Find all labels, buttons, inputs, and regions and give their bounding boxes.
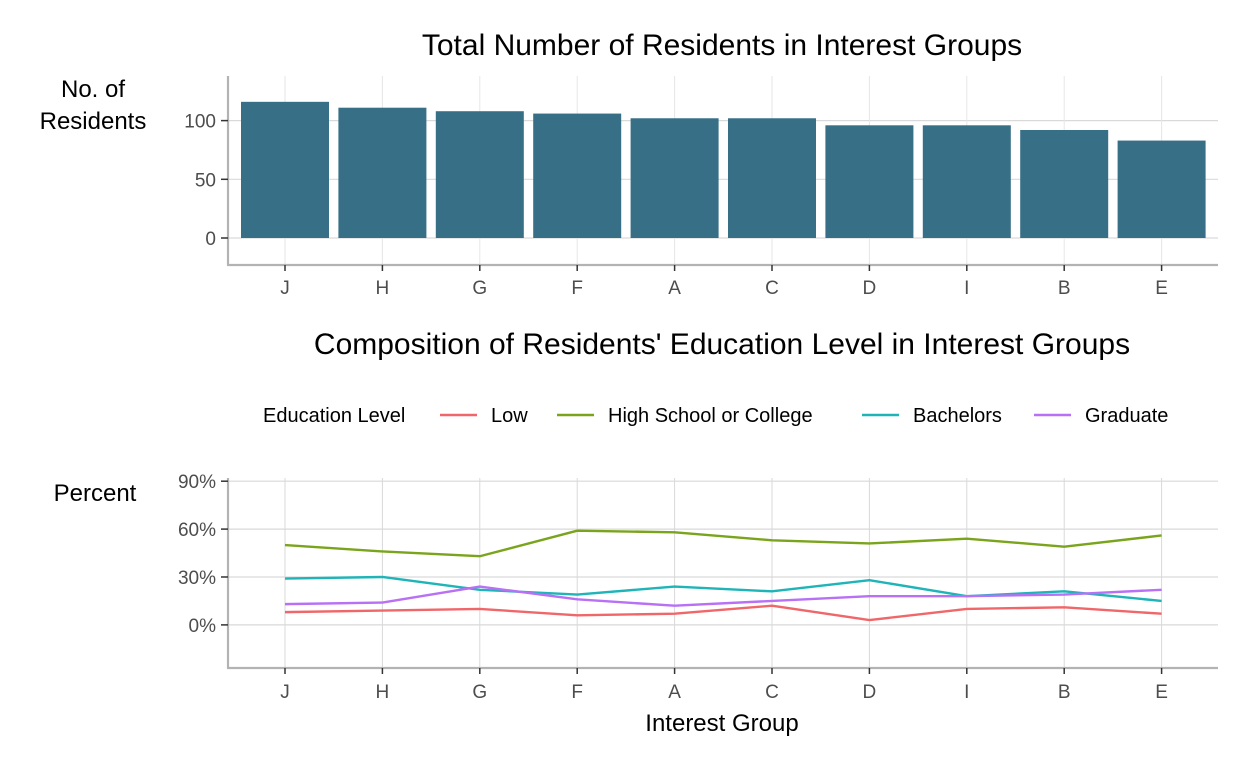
bar-chart-xtick-label: F — [571, 278, 583, 299]
bar-chart: Total Number of Residents in Interest Gr… — [40, 29, 1218, 299]
line-chart-axes — [226, 478, 1218, 670]
bar-chart-y-ticks: 0 50 100 — [184, 112, 228, 250]
line-chart-title: Composition of Residents' Education Leve… — [314, 328, 1130, 361]
series-line-low — [284, 604, 1162, 622]
legend-items: Low High School or College Bachelors Gradua… — [440, 405, 1168, 427]
line-chart-xtick-label: G — [472, 682, 487, 703]
line-chart-ytick-label: 30% — [178, 568, 216, 589]
legend-label: Bachelors — [913, 405, 1002, 427]
bar-C — [728, 118, 816, 238]
bar-A — [630, 118, 719, 238]
line-chart-series — [284, 529, 1162, 622]
bar-chart-ylabel-line-2: Residents — [40, 108, 147, 135]
line-chart: Composition of Residents' Education Leve… — [54, 328, 1218, 737]
bar-chart-xtick-label: H — [376, 278, 390, 299]
bar-chart-xtick-label: J — [280, 278, 290, 299]
bar-chart-ylabel-line-1: No. of — [61, 76, 125, 103]
line-chart-gridlines — [228, 478, 1218, 668]
bar-chart-axes — [226, 76, 1218, 267]
bar-I — [922, 125, 1011, 238]
bar-G — [435, 111, 524, 238]
bar-chart-ytick-label: 0 — [205, 229, 216, 250]
line-chart-xtick-label: F — [571, 682, 583, 703]
bar-chart-xtick-label: G — [472, 278, 487, 299]
line-chart-xtick-label: C — [765, 682, 779, 703]
line-chart-ylabel: Percent — [54, 480, 137, 507]
series-line-high-school-or-college — [284, 529, 1162, 558]
line-chart-xtick-label: J — [280, 682, 290, 703]
line-chart-y-ticks: 0% 30% 60% 90% — [178, 472, 228, 637]
series-line-graduate — [284, 585, 1162, 607]
line-chart-xtick-label: D — [863, 682, 877, 703]
line-chart-xtick-label: B — [1058, 682, 1071, 703]
bar-chart-ytick-label: 100 — [184, 112, 216, 133]
bar-chart-title: Total Number of Residents in Interest Gr… — [422, 29, 1022, 62]
bar-chart-xtick-label: I — [964, 278, 969, 299]
bar-D — [825, 125, 914, 238]
legend-label: High School or College — [608, 405, 813, 427]
bar-chart-ytick-label: 50 — [195, 170, 216, 191]
bar-chart-xtick-label: E — [1155, 278, 1168, 299]
line-chart-xtick-label: A — [668, 682, 681, 703]
legend: Education Level Low High School or Colleg… — [263, 405, 1168, 427]
legend-label: Graduate — [1085, 405, 1168, 427]
series-line-bachelors — [284, 575, 1162, 603]
bar-chart-xtick-label: D — [863, 278, 877, 299]
bar-chart-xtick-label: B — [1058, 278, 1071, 299]
line-chart-ytick-label: 60% — [178, 520, 216, 541]
bar-J — [241, 101, 329, 239]
line-chart-xlabel: Interest Group — [645, 710, 798, 737]
bar-E — [1117, 140, 1206, 238]
bar-chart-xtick-label: A — [668, 278, 681, 299]
bar-chart-xtick-label: C — [765, 278, 779, 299]
line-chart-ytick-label: 0% — [189, 616, 217, 637]
bar-F — [533, 113, 622, 238]
legend-title: Education Level — [263, 405, 405, 427]
legend-label: Low — [491, 405, 528, 427]
line-chart-ytick-label: 90% — [178, 472, 216, 493]
bar-H — [338, 107, 427, 239]
bar-chart-bars — [241, 101, 1206, 239]
line-chart-xtick-label: H — [376, 682, 390, 703]
line-chart-xtick-label: E — [1155, 682, 1168, 703]
bar-B — [1020, 130, 1109, 238]
line-chart-xtick-label: I — [964, 682, 969, 703]
